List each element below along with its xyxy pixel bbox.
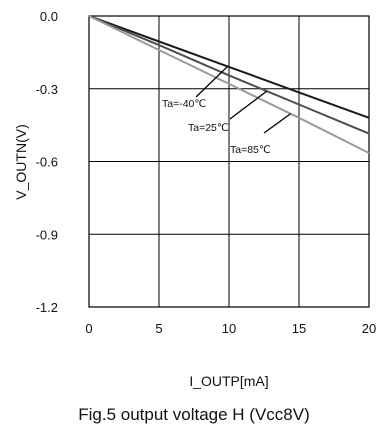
y-tick-label: 0.0 [40,9,58,24]
x-tick-labels: 0 5 10 15 20 [85,321,376,336]
y-tick-label: -0.9 [36,227,58,242]
annotation-leaders [195,65,291,134]
x-tick-label: 5 [155,321,162,336]
y-tick-label: -0.3 [36,82,58,97]
grid [89,16,369,307]
y-tick-label: -0.6 [36,155,58,170]
y-axis-label: V_OUTN(V) [13,124,29,199]
series-line-0 [88,15,370,119]
annotation-label-0: Ta=-40℃ [162,98,206,110]
x-tick-label: 15 [292,321,306,336]
y-tick-labels: 0.0 -0.3 -0.6 -0.9 -1.2 [36,9,58,315]
figure-caption: Fig.5 output voltage H (Vcc8V) [78,405,310,424]
series-line-1 [88,15,370,135]
y-tick-label: -1.2 [36,300,58,315]
x-tick-label: 10 [222,321,236,336]
annotation-leader-2 [263,113,291,134]
annotations: Ta=-40℃ Ta=25℃Ta=85℃ [162,98,271,156]
annotation-leader-0 [195,65,229,98]
x-tick-label: 0 [85,321,92,336]
x-axis-label: I_OUTP[mA] [189,373,268,389]
chart: Ta=-40℃ Ta=25℃Ta=85℃ 0 5 10 15 20 0.0 -0.3 -0.6… [13,9,376,389]
annotation-label-1: Ta=25℃ [188,122,229,134]
series-lines [88,15,370,154]
annotation-leader-1 [229,90,268,120]
annotation-label-2: Ta=85℃ [230,144,271,156]
x-tick-label: 20 [362,321,376,336]
plot-frame [88,15,370,308]
series-line-2 [88,15,370,154]
